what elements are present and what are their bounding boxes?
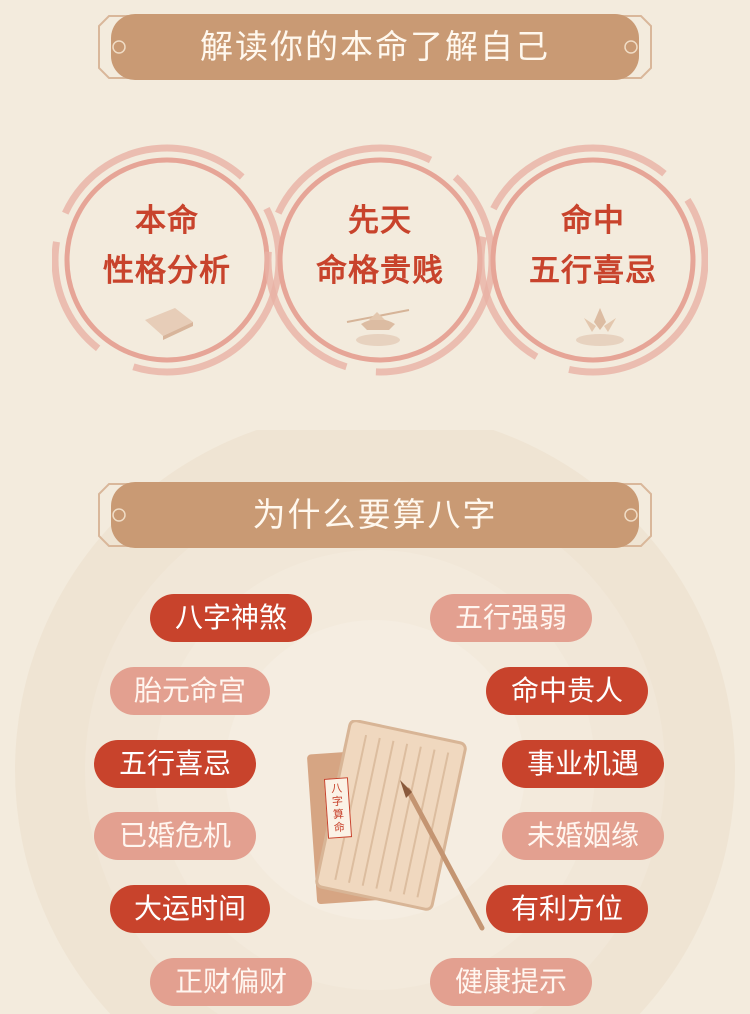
section-title: 解读你的本命了解自己 (200, 27, 550, 66)
banner-frame (98, 482, 652, 548)
pill-dayun-time[interactable]: 大运时间 (110, 885, 270, 933)
pill-career[interactable]: 事业机遇 (502, 740, 664, 788)
book-illustration: 八字算命 (300, 719, 490, 944)
pill-guiren[interactable]: 命中贵人 (486, 667, 648, 715)
lotus-icon (576, 308, 624, 346)
banner-frame (98, 14, 652, 80)
pill-bazi-shensha[interactable]: 八字神煞 (150, 594, 312, 642)
section-banner-top: 解读你的本命了解自己 (95, 4, 655, 90)
book-label: 八字算命 (323, 777, 353, 839)
pill-wuxing-xiji[interactable]: 五行喜忌 (94, 740, 256, 788)
section-title: 为什么要算八字 (252, 495, 498, 534)
circle-title-line1: 命中 (561, 203, 625, 239)
pill-health[interactable]: 健康提示 (430, 958, 592, 1006)
boat-icon (346, 309, 410, 346)
circle-title-line2: 性格分析 (103, 253, 231, 289)
pill-wuxing-strength[interactable]: 五行强弱 (430, 594, 592, 642)
circle-ring (478, 144, 708, 376)
section-banner-bottom: 为什么要算八字 (95, 472, 655, 558)
pill-taiyuan-minggong[interactable]: 胎元命宫 (110, 667, 270, 715)
circle-title-line1: 本命 (135, 203, 199, 239)
circle-title-line2: 五行喜忌 (529, 253, 657, 289)
pill-wealth[interactable]: 正财偏财 (150, 958, 312, 1006)
pill-married-crisis[interactable]: 已婚危机 (94, 812, 256, 860)
feature-circle-five-elements[interactable]: 命中 五行喜忌 (478, 140, 708, 380)
pill-unmarried-love[interactable]: 未婚姻缘 (502, 812, 664, 860)
feature-circle-destiny[interactable]: 先天 命格贵贱 (265, 140, 495, 380)
pill-favorable-direction[interactable]: 有利方位 (486, 885, 648, 933)
circle-title-line1: 先天 (348, 203, 412, 239)
circle-title-line2: 命格贵贱 (316, 253, 444, 289)
book-icon (145, 308, 193, 340)
feature-circle-personality[interactable]: 本命 性格分析 (52, 140, 282, 380)
